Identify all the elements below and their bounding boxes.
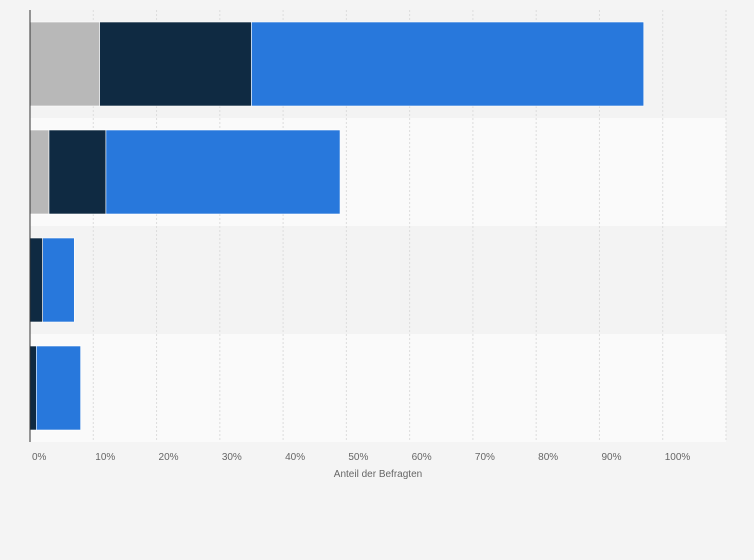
bar-segment-3 — [105, 129, 341, 215]
bar-segment-1 — [29, 129, 50, 215]
bar-segment-2 — [48, 129, 107, 215]
x-tick-label: 30% — [222, 452, 242, 463]
bar-segment-2 — [29, 237, 43, 323]
x-tick-label: 60% — [412, 452, 432, 463]
row-band — [30, 226, 726, 334]
bar-segment-3 — [42, 237, 75, 323]
x-tick-label: 70% — [475, 452, 495, 463]
bar-segment-2 — [99, 21, 252, 107]
bars — [29, 21, 645, 431]
bar-segment-3 — [36, 345, 81, 431]
x-tick-label: 50% — [348, 452, 368, 463]
x-tick-label: 100% — [665, 452, 691, 463]
x-tick-label: 10% — [95, 452, 115, 463]
x-tick-label: 20% — [159, 452, 179, 463]
bar-segment-2 — [29, 345, 37, 431]
row-band — [30, 334, 726, 442]
x-tick-label: 0% — [32, 452, 47, 463]
bar-segment-3 — [251, 21, 645, 107]
x-tick-label: 90% — [601, 452, 621, 463]
x-axis-title: Anteil der Befragten — [334, 469, 422, 480]
x-tick-labels: 0% 10% 20% 30% 40% 50% 60% 70% 80% 90% 100% — [32, 452, 690, 463]
x-tick-label: 40% — [285, 452, 305, 463]
bar-segment-1 — [29, 21, 100, 107]
x-tick-label: 80% — [538, 452, 558, 463]
